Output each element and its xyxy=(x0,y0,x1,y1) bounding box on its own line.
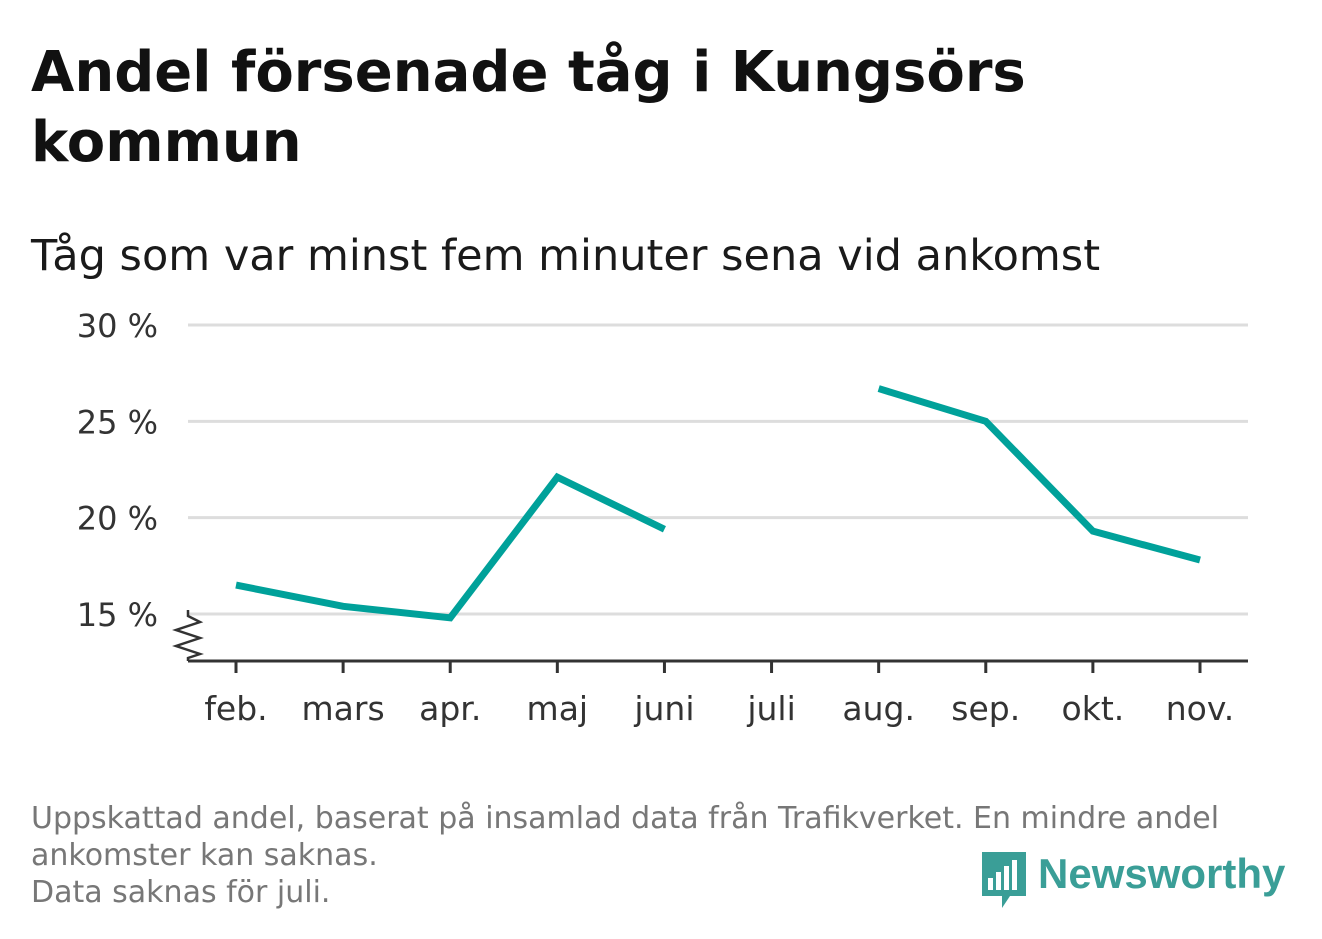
x-tick-label: mars xyxy=(302,689,385,728)
newsworthy-bar-chart-icon xyxy=(982,852,1026,908)
x-tick-label: maj xyxy=(527,689,589,728)
footnote: Uppskattad andel, baserat på insamlad da… xyxy=(31,800,1281,911)
x-tick-labels: feb. mars apr. maj juni juli aug. sep. okt. nov. xyxy=(204,689,1234,728)
grid-lines xyxy=(188,323,1248,616)
x-tick-label: juni xyxy=(633,689,694,728)
footnote-line-2: ankomster kan saknas. xyxy=(31,838,378,873)
x-tick-label: okt. xyxy=(1062,689,1125,728)
chart-subtitle: Tåg som var minst fem minuter sena vid a… xyxy=(31,231,1101,281)
y-tick-labels: 15 % 20 % 25 % 30 % xyxy=(77,307,158,634)
y-tick-label: 25 % xyxy=(77,403,158,441)
axis-break-icon xyxy=(172,610,204,661)
y-tick-label: 20 % xyxy=(77,500,158,538)
x-tick-label: apr. xyxy=(419,689,481,728)
x-tick-label: sep. xyxy=(951,689,1020,728)
series-line-segment xyxy=(877,385,1201,564)
x-tick-label: juli xyxy=(746,689,795,728)
newsworthy-logo: Newsworthy xyxy=(980,850,1285,912)
y-tick-label: 30 % xyxy=(77,307,158,345)
series-line-segment xyxy=(235,472,666,622)
footnote-line-1: Uppskattad andel, baserat på insamlad da… xyxy=(31,801,1220,836)
x-tick-label: feb. xyxy=(204,689,267,728)
x-tick-label: nov. xyxy=(1166,689,1235,728)
x-tick-label: aug. xyxy=(842,689,915,728)
chart-title: Andel försenade tåg i Kungsörs kommun xyxy=(31,40,1026,175)
y-tick-label: 15 % xyxy=(77,596,158,634)
brand-name: Newsworthy xyxy=(1038,850,1286,897)
footnote-line-3: Data saknas för juli. xyxy=(31,875,331,910)
data-series xyxy=(235,385,1201,622)
x-axis xyxy=(172,610,1248,673)
